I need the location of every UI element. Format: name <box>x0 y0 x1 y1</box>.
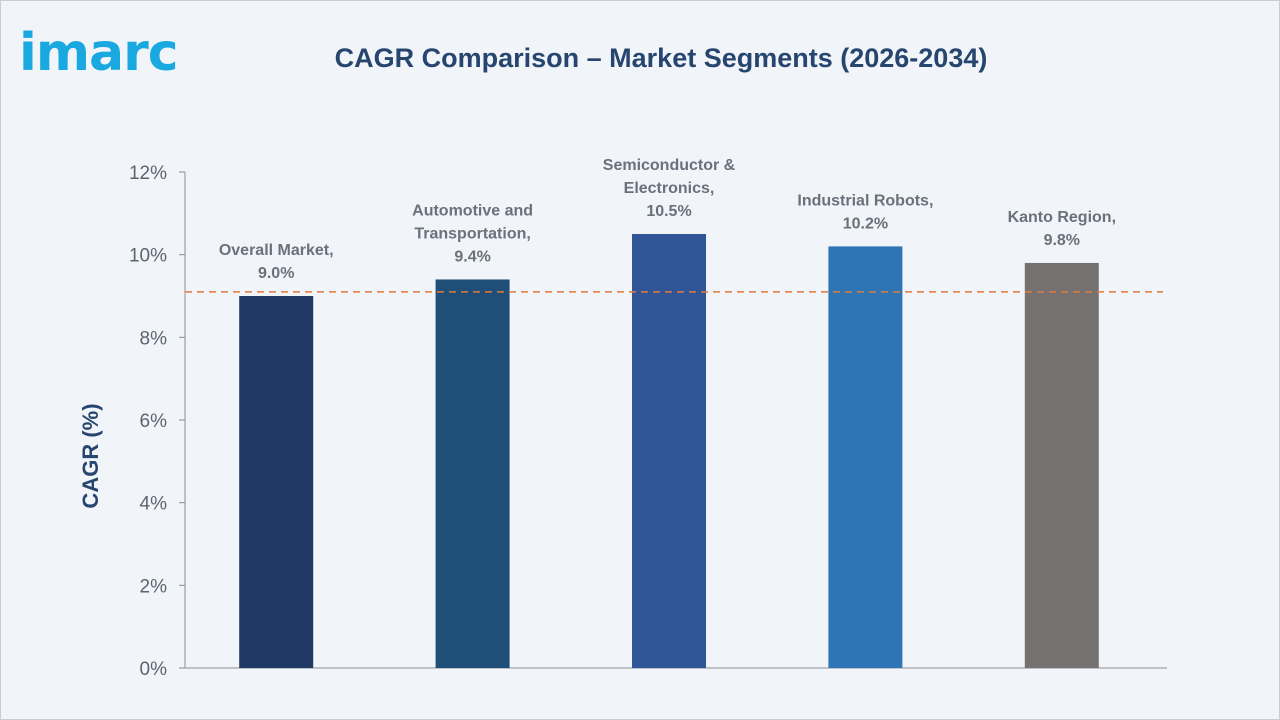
bar <box>632 234 706 668</box>
y-tick-label: 0% <box>140 659 168 680</box>
data-label-line: Automotive and <box>412 202 533 219</box>
data-label: Semiconductor & Electronics, 10.5% <box>603 157 736 220</box>
data-label-line: 10.5% <box>646 203 691 220</box>
y-tick-label: 6% <box>140 411 168 432</box>
data-label-line: Industrial Robots, <box>797 192 933 209</box>
imarc-logo: imarc <box>19 23 179 83</box>
data-label: Automotive and Transportation, 9.4% <box>412 202 533 265</box>
data-label-line: 9.4% <box>454 248 490 265</box>
bar <box>1024 262 1099 668</box>
y-tick-label: 8% <box>140 328 168 349</box>
data-label-line: Kanto Region, <box>1008 209 1116 226</box>
y-tick-label: 12% <box>129 163 167 184</box>
bar <box>239 296 314 668</box>
data-label-line: 10.2% <box>843 215 888 232</box>
y-tick-label: 2% <box>140 576 168 597</box>
data-label: Industrial Robots, 10.2% <box>797 192 933 232</box>
data-label-line: Overall Market, <box>219 242 334 259</box>
data-label-line: 9.0% <box>258 265 294 282</box>
data-label-line: 9.8% <box>1044 232 1080 249</box>
data-label: Overall Market, 9.0% <box>219 242 334 282</box>
y-tick-label: 4% <box>140 494 168 515</box>
bar <box>435 279 510 668</box>
data-label-line: Electronics, <box>624 180 715 197</box>
y-tick-label: 10% <box>129 246 167 267</box>
data-label: Kanto Region, 9.8% <box>1008 209 1116 249</box>
chart-title: CAGR Comparison – Market Segments (2026-… <box>334 43 988 73</box>
data-label-line: Transportation, <box>414 225 530 242</box>
y-axis-title: CAGR (%) <box>78 403 103 508</box>
data-label-line: Semiconductor & <box>603 157 736 174</box>
bar <box>828 246 903 668</box>
